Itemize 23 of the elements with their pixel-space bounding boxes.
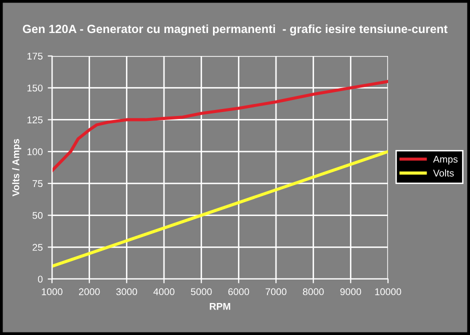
x-tick-label: 3000 <box>116 288 138 296</box>
x-tick-label: 9000 <box>340 288 362 296</box>
y-axis-title: Volts / Amps <box>12 138 22 196</box>
y-tick-label: 125 <box>27 116 43 124</box>
x-tick-label: 6000 <box>228 288 250 296</box>
x-tick-label: 1000 <box>42 288 62 296</box>
y-tick-label: 25 <box>32 244 43 251</box>
chart-title: Gen 120A - Generator cu magneti permanenti - grafic iesire tensiune-curent <box>22 24 448 36</box>
x-tick-label: 10000 <box>375 288 402 296</box>
x-tick-label: 7000 <box>266 288 286 296</box>
y-tick-label: 75 <box>32 180 43 188</box>
x-tick-label: 5000 <box>190 288 212 296</box>
y-tick-label: 50 <box>32 212 43 219</box>
legend-label: Amps <box>433 156 458 165</box>
x-tick-label: 8000 <box>302 288 324 296</box>
y-tick-label: 175 <box>27 52 43 60</box>
y-tick-label: 100 <box>27 148 43 156</box>
y-tick-label: 150 <box>27 84 43 92</box>
x-tick-label: 4000 <box>153 288 174 296</box>
x-axis-title: RPM <box>210 303 230 310</box>
x-tick-label: 2000 <box>79 288 100 296</box>
legend-label: Volts <box>433 169 454 177</box>
y-tick-label: 0 <box>38 276 43 283</box>
